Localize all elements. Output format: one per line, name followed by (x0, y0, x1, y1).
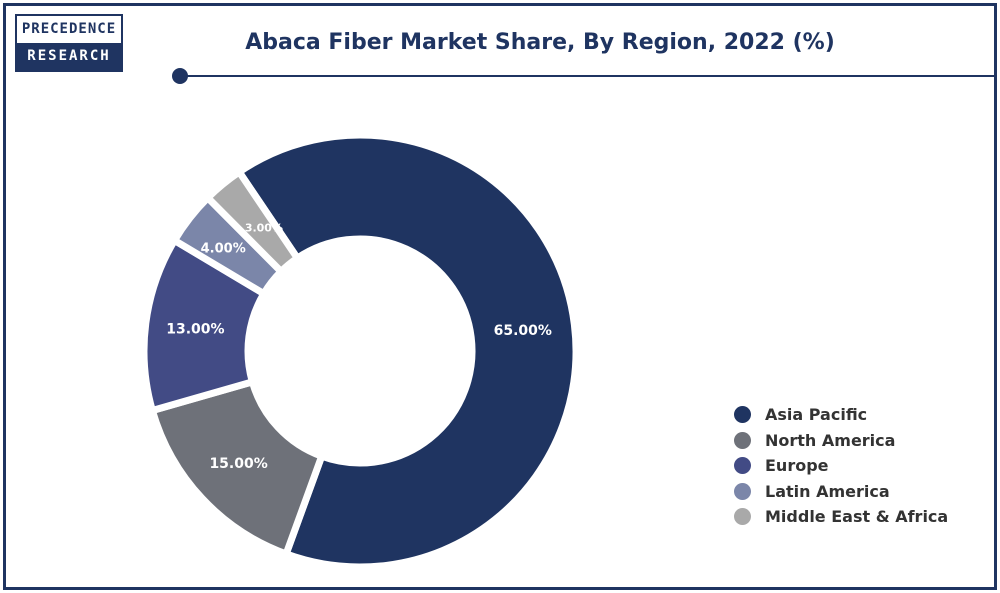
precedence-research-logo: PRECEDENCE RESEARCH (15, 14, 123, 72)
legend-item: Middle East & Africa (734, 504, 948, 530)
legend-label: North America (765, 430, 896, 450)
legend-label: Latin America (765, 481, 890, 501)
chart-title: Abaca Fiber Market Share, By Region, 202… (245, 30, 835, 55)
slice-north-america (148, 377, 327, 559)
legend-swatch (734, 482, 751, 500)
donut-labels: 65.00% 15.00% 13.00% 4.00% 3.00% (166, 221, 552, 472)
legend-label: Asia Pacific (765, 405, 868, 425)
legend-swatch (734, 457, 751, 475)
legend-label: Middle East & Africa (765, 507, 949, 527)
logo-line-1: PRECEDENCE (17, 16, 121, 43)
legend-swatch (734, 431, 751, 449)
slice-label-middle-east-africa: 3.00% (245, 221, 283, 234)
chart-legend: Asia Pacific North America Europe Latin Ame… (734, 402, 948, 530)
title-rule (182, 75, 994, 77)
legend-swatch (734, 508, 751, 526)
slice-label-asia-pacific: 65.00% (494, 323, 552, 339)
legend-item: Latin America (734, 479, 948, 505)
logo-line-2: RESEARCH (17, 43, 121, 70)
legend-label: Europe (765, 456, 829, 476)
slice-label-latin-america: 4.00% (201, 241, 246, 256)
slice-label-north-america: 15.00% (209, 456, 267, 472)
donut-slices (140, 131, 580, 571)
slice-label-europe: 13.00% (166, 322, 224, 338)
legend-item: North America (734, 428, 948, 454)
title-rule-dot (172, 68, 188, 84)
legend-swatch (734, 406, 751, 424)
legend-item: Europe (734, 453, 948, 479)
slice-middle-east-africa (202, 167, 303, 277)
legend-item: Asia Pacific (734, 402, 948, 428)
